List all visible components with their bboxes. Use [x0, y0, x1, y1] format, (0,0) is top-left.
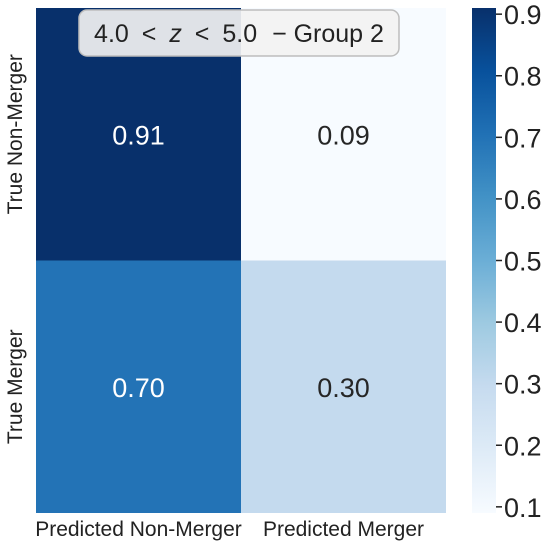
title-upper-bound: 5.0	[222, 20, 257, 48]
x-tick-label: Predicted Non-Merger	[35, 518, 242, 541]
title-less-than-2: <	[195, 20, 210, 48]
colorbar-tick-label: 0.3	[504, 370, 542, 400]
cell-value-label: 0.91	[112, 120, 165, 150]
x-axis-tick-labels: Predicted Non-Merger Predicted Merger	[35, 518, 424, 541]
x-tick-label: Predicted Merger	[263, 518, 424, 541]
colorbar-tick-label: 0.9	[504, 0, 542, 30]
colorbar-tick-label: 0.5	[504, 247, 542, 277]
heatmap-cells: 0.91 0.09 0.70 0.30	[36, 8, 446, 513]
y-tick-label: True Non-Merger	[4, 54, 27, 214]
cell-value-label: 0.70	[112, 373, 165, 403]
colorbar	[472, 8, 496, 513]
colorbar-tick-label: 0.6	[504, 185, 542, 215]
heatmap-cell	[36, 260, 241, 513]
title-variable: z	[168, 20, 182, 48]
title-lower-bound: 4.0	[94, 20, 129, 48]
colorbar-tick-label: 0.1	[504, 493, 542, 523]
colorbar-tick-label: 0.2	[504, 431, 542, 461]
chart-title: 4.0 < z < 5.0 − Group 2	[78, 9, 400, 57]
title-suffix: − Group 2	[272, 20, 384, 48]
heatmap-cell	[241, 260, 446, 513]
y-tick-label: True Merger	[4, 329, 27, 444]
title-text: 4.0 < z < 5.0 − Group 2	[94, 20, 384, 48]
colorbar-ticks: 0.1 0.2 0.3 0.4 0.5 0.6 0.7 0.8 0.9	[496, 0, 542, 523]
title-box	[78, 9, 400, 57]
colorbar-tick-label: 0.8	[504, 62, 542, 92]
title-less-than-1: <	[142, 20, 157, 48]
cell-value-label: 0.30	[317, 373, 370, 403]
colorbar-tick-label: 0.7	[504, 123, 542, 153]
cell-value-label: 0.09	[317, 120, 370, 150]
colorbar-tick-label: 0.4	[504, 308, 542, 338]
y-axis-tick-labels: True Non-Merger True Merger	[4, 54, 27, 444]
